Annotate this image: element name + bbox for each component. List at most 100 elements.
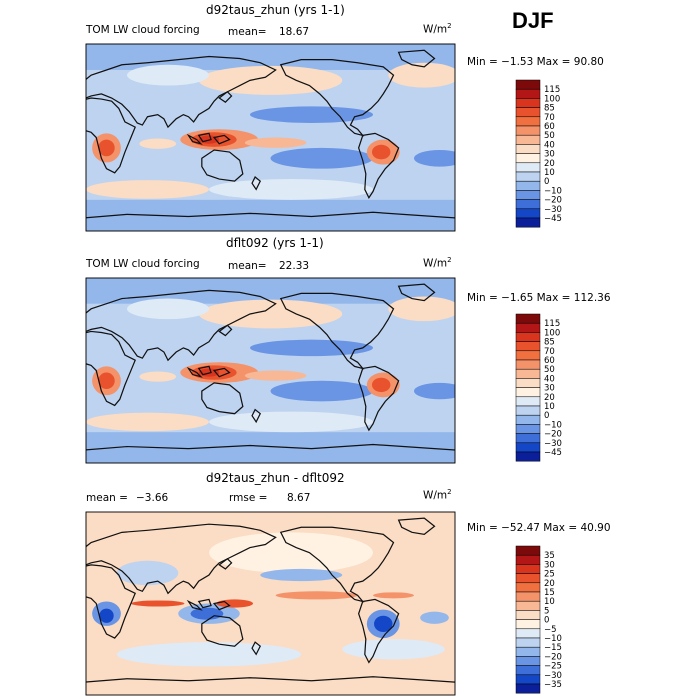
colorbar-swatch [515,359,541,370]
colorbar-swatch [515,387,541,398]
colorbar-swatch [515,171,541,182]
colorbar-swatch [515,451,541,462]
colorbar-tick-label: −10 [544,186,562,196]
colorbar-swatch [515,600,541,611]
panel1-mean-value: 18.67 [279,26,310,38]
colorbar-tick-label: 60 [544,356,555,366]
colorbar-swatch [515,350,541,361]
colorbar-swatch [515,396,541,407]
colorbar-tick-label: −20 [544,652,562,662]
panel1-units: W/m2 [423,22,452,36]
colorbar-swatch [515,190,541,200]
colorbar-swatch [515,341,541,352]
colorbar-swatch [515,368,541,379]
colorbar-tick-label: −10 [544,420,562,430]
panel2-units: W/m2 [423,256,452,270]
colorbar-tick-label: 30 [544,384,555,394]
panel3-map [85,511,456,696]
panel2-minmax: Min = −1.65 Max = 112.36 [467,292,611,304]
colorbar-swatch [515,332,541,342]
panel3-mean-label: mean = [86,492,128,504]
colorbar-tick-label: 35 [544,551,555,561]
colorbar-tick-label: −45 [544,214,562,224]
colorbar-tick-label: 30 [544,560,555,570]
colorbar-tick-label: −20 [544,196,562,206]
colorbar-tick-label: 10 [544,597,555,607]
colorbar-swatch [515,564,541,574]
colorbar-tick-label: −30 [544,439,562,449]
colorbar-swatch [515,405,541,416]
colorbar-swatch [515,424,541,434]
colorbar-tick-label: 60 [544,122,555,132]
colorbar-swatch [515,98,541,108]
panel2-variable-label: TOM LW cloud forcing [86,258,200,270]
colorbar-swatch [515,208,541,219]
panel2-map [85,277,456,464]
colorbar-tick-label: 70 [544,347,555,357]
colorbar-swatch [515,322,541,333]
colorbar-tick-label: −35 [544,680,562,690]
colorbar-swatch [515,433,541,444]
colorbar-tick-label: 70 [544,113,555,123]
colorbar-tick-label: 25 [544,570,555,580]
colorbar-swatch [515,107,541,118]
colorbar-swatch [515,180,541,191]
colorbar-swatch [515,79,541,90]
colorbar-tick-label: 15 [544,588,555,598]
colorbar-swatch [515,665,541,676]
colorbar-tick-label: 5 [544,606,549,616]
panel2-mean-label: mean= [228,260,267,272]
panel1-mean-label: mean= [228,26,267,38]
colorbar-swatch [515,628,541,639]
colorbar-swatch [515,656,541,666]
colorbar-tick-label: 40 [544,140,555,150]
colorbar-swatch [515,619,541,630]
colorbar-tick-label: 85 [544,104,555,114]
colorbar-swatch [515,116,541,127]
colorbar-swatch [515,442,541,453]
colorbar-swatch [515,162,541,173]
colorbar-tick-label: −5 [544,625,557,635]
colorbar-tick-label: 100 [544,94,560,104]
colorbar-swatch [515,378,541,388]
colorbar-swatch [515,414,541,425]
colorbar-tick-label: 0 [544,616,549,626]
colorbar-tick-label: −20 [544,430,562,440]
colorbar-swatch [515,591,541,602]
colorbar-tick-label: 115 [544,319,560,329]
colorbar-tick-label: 10 [544,402,555,412]
colorbar-tick-label: 0 [544,411,549,421]
season-label: DJF [512,8,554,33]
colorbar-swatch [515,573,541,584]
panel3-minmax: Min = −52.47 Max = 40.90 [467,522,611,534]
colorbar-swatch [515,217,541,228]
colorbar-tick-label: −30 [544,671,562,681]
colorbar-tick-label: 115 [544,85,560,95]
colorbar-tick-label: −10 [544,634,562,644]
colorbar-tick-label: 85 [544,338,555,348]
colorbar-swatch [515,153,541,164]
panel3-title: d92taus_zhun - dflt092 [206,471,345,485]
colorbar-tick-label: 50 [544,365,555,375]
colorbar-tick-label: −25 [544,662,562,672]
colorbar-swatch [515,125,541,136]
panel2-mean-value: 22.33 [279,260,310,272]
colorbar-tick-label: 40 [544,374,555,384]
panel1-minmax: Min = −1.53 Max = 90.80 [467,56,604,68]
panel1-title: d92taus_zhun (yrs 1-1) [206,3,345,17]
panel3-mean-value: −3.66 [136,492,169,504]
colorbar-tick-label: −45 [544,448,562,458]
colorbar-swatch [515,674,541,685]
colorbar-tick-label: 20 [544,393,555,403]
colorbar-tick-label: 30 [544,150,555,160]
colorbar-tick-label: 10 [544,168,555,178]
panel1-map [85,43,456,232]
colorbar-swatch [515,199,541,210]
colorbar-swatch [515,582,541,593]
colorbar-tick-label: −30 [544,205,562,215]
colorbar-tick-label: 50 [544,131,555,141]
colorbar-tick-label: 20 [544,579,555,589]
